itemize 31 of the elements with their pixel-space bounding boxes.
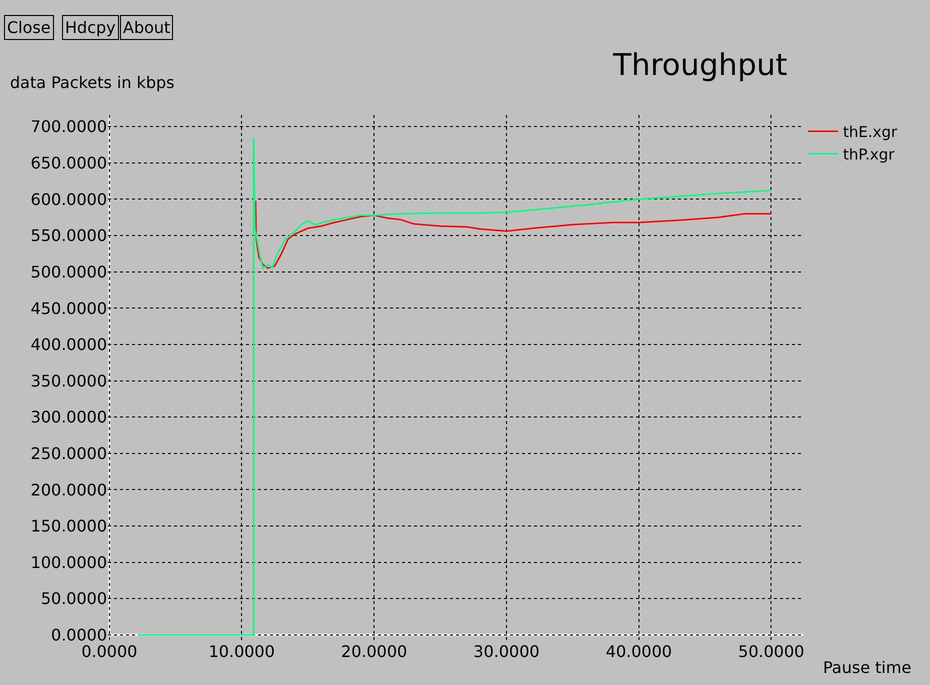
y-tick-label: 450.0000 [30,298,107,318]
x-axis-title: Pause time [823,658,912,677]
legend-label: thP.xgr [843,146,896,164]
y-tick-label: 700.0000 [30,117,107,136]
y-tick-label: 600.0000 [30,190,107,209]
y-tick-label: 350.0000 [30,371,107,390]
x-tick-label: 40.0000 [606,642,672,661]
y-tick-label: 0.0000 [51,626,107,645]
y-tick-label: 100.0000 [30,552,107,572]
y-tick-label: 650.0000 [30,154,107,173]
legend-label: thE.xgr [843,123,898,142]
y-tick-label: 200.0000 [30,480,107,500]
chart-title: Throughput [612,48,788,83]
x-tick-label: 30.0000 [473,642,540,661]
x-tick-label: 20.0000 [341,642,408,661]
x-tick-label: 0.0000 [81,642,138,661]
line-series [254,200,772,269]
text: Close [7,18,51,37]
text: About [123,18,170,37]
y-tick-label: 50.0000 [40,589,107,608]
y-tick-label: 400.0000 [30,335,107,354]
x-tick-label: 10.0000 [208,642,275,661]
y-tick-label: 550.0000 [30,226,107,246]
text: Hdcpy [65,18,116,37]
y-tick-label: 250.0000 [30,444,107,463]
y-axis-title: data Packets in kbps [10,73,174,92]
y-tick-label: 300.0000 [30,408,107,427]
y-tick-label: 500.0000 [30,262,107,282]
x-tick-label: 50.0000 [738,642,804,661]
line-series [138,136,772,636]
y-tick-label: 150.0000 [30,516,107,536]
